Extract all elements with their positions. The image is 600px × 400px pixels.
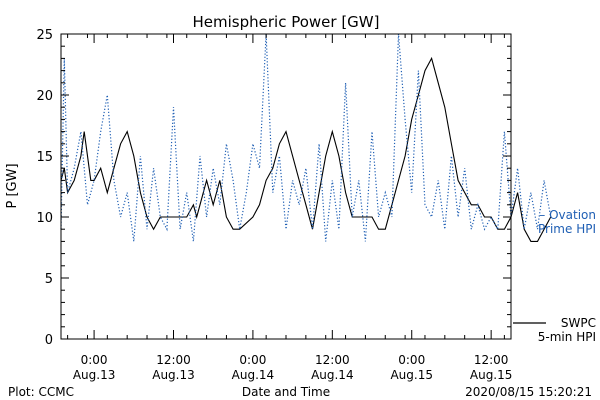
y-tick-label: 5 bbox=[45, 272, 53, 287]
legend-entry-ovation-line2: Prime HPI bbox=[538, 222, 596, 236]
legend-entry-ovation: – Ovation bbox=[539, 208, 596, 222]
y-axis-label: P [GW] bbox=[5, 163, 20, 208]
legend-entry-swpc: SWPC bbox=[561, 316, 596, 330]
x-axis: 0:00Aug.1312:00Aug.130:00Aug.1412:00Aug.… bbox=[67, 34, 513, 382]
x-tick-label-date: Aug.14 bbox=[232, 368, 275, 382]
y-axis: 0 5 10 15 20 25 bbox=[36, 28, 511, 348]
x-tick-label-time: 12:00 bbox=[315, 353, 350, 367]
series-line bbox=[60, 56, 552, 242]
x-axis-label: Date and Time bbox=[242, 385, 330, 399]
legend-entry-swpc-line2: 5-min HPI bbox=[538, 330, 596, 344]
chart-title: Hemispheric Power [GW] bbox=[193, 13, 380, 31]
y-tick-label: 15 bbox=[36, 150, 53, 165]
x-tick-label-date: Aug.14 bbox=[311, 368, 354, 382]
y-tick-label: 25 bbox=[36, 28, 53, 43]
x-tick-label-time: 0:00 bbox=[81, 353, 108, 367]
x-tick-label-date: Aug.13 bbox=[73, 368, 116, 382]
plot-area bbox=[60, 33, 552, 242]
x-tick-label-time: 12:00 bbox=[156, 353, 191, 367]
series-line bbox=[60, 33, 552, 242]
x-tick-label-time: 12:00 bbox=[474, 353, 509, 367]
x-tick-label-date: Aug.13 bbox=[152, 368, 195, 382]
x-tick-label-date: Aug.15 bbox=[470, 368, 513, 382]
x-tick-label-time: 0:00 bbox=[239, 353, 266, 367]
x-tick-label-time: 0:00 bbox=[398, 353, 425, 367]
footer-timestamp: 2020/08/15 15:20:21 bbox=[465, 385, 592, 399]
footer-plot-credit: Plot: CCMC bbox=[8, 385, 74, 399]
x-tick-label-date: Aug.15 bbox=[390, 368, 433, 382]
y-tick-label: 0 bbox=[45, 333, 53, 348]
y-tick-label: 20 bbox=[36, 89, 53, 104]
plot-frame bbox=[60, 33, 512, 340]
y-tick-label: 10 bbox=[36, 211, 53, 226]
